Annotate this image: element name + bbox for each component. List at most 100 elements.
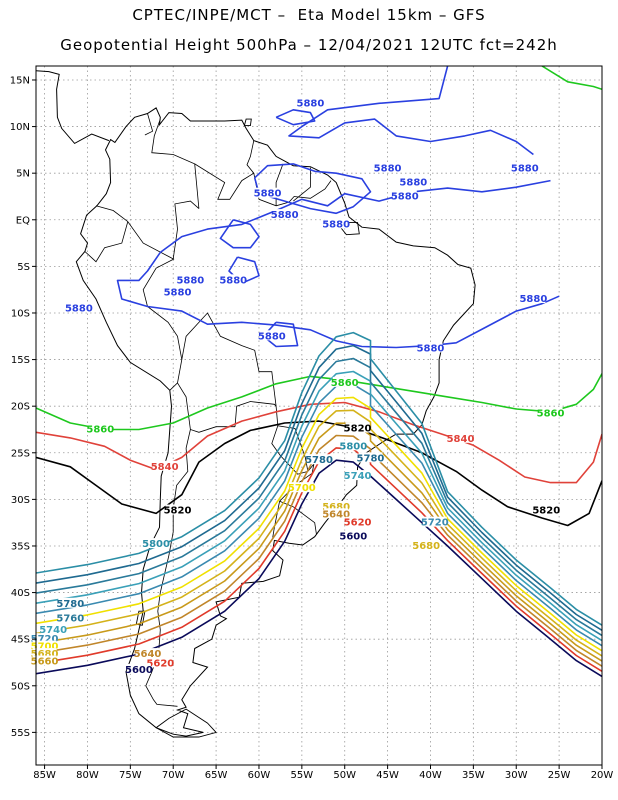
contour-label: 5880 [219,275,247,286]
contour-label: 5680 [322,502,350,513]
contour-label-bg [32,655,57,666]
contour-label-bg [259,330,284,341]
lon-tick-label: 25W [548,770,571,781]
map-frame [35,65,603,766]
contour-label-bg [135,648,160,659]
contour-label-bg [448,432,473,443]
contour-line-5800 [36,331,602,626]
lat-tick-label: 55S [11,728,30,739]
contour-label-bg [418,342,443,353]
contour-label-bg [126,663,151,674]
contour-label-bg [32,633,57,644]
contour-label: 5740 [344,471,372,482]
contour-label-bg [332,376,357,387]
contour-label: 5720 [31,634,59,645]
lat-tick-label: 50S [11,681,30,692]
country-border [293,167,311,202]
contour-lines [36,66,602,678]
coastlines-and-borders [36,70,476,738]
contour-line-5880 [288,66,534,156]
contour-label: 5880 [258,331,286,342]
contour-label: 5880 [391,191,419,202]
contour-label: 5760 [56,614,84,625]
country-border [279,500,317,534]
contour-label-bg [534,504,559,515]
contour-line-5880 [253,163,372,215]
lon-tick-label: 75W [119,770,142,781]
chart-title: CPTEC/INPE/MCT – Eta Model 15km – GFS [132,6,486,24]
contour-label: 5600 [125,665,153,676]
contour-line-5860 [541,66,602,91]
contour-label: 5840 [447,434,475,445]
contour-label: 5640 [322,509,350,520]
contour-label: 5880 [417,343,445,354]
contour-label-bg [165,504,190,515]
contour-label-bg [512,162,537,173]
contour-label: 5860 [537,409,565,420]
country-border [84,221,129,263]
contour-label-bg [307,454,331,465]
lat-tick-label: 5S [17,262,30,273]
contour-label-bg [165,286,190,297]
country-border [144,113,154,136]
lat-tick-label: 10N [10,122,30,133]
contour-label: 5880 [399,178,427,189]
contour-label: 5840 [151,462,179,473]
contour-label-bg [178,274,203,285]
contour-label: 5860 [331,378,359,389]
contour-label: 5880 [176,275,204,286]
lon-tick-label: 40W [419,770,442,781]
contour-label-bg [221,274,246,285]
contour-line-5740 [36,370,602,642]
lat-tick-label: 40S [11,588,30,599]
contour-label: 5700 [31,642,59,653]
contour-line-5760 [36,357,602,637]
axis-ticks: 85W 80W 75W 70W 65W 60W 55W 50W 45W 40W 35W 30W 25W 2… [10,75,614,781]
island-outline [243,118,252,127]
contour-label-bg [401,176,426,187]
island-outline [135,610,146,626]
lat-tick-label: 5N [16,169,30,180]
contour-label-bg [272,209,297,220]
contour-line-5780 [36,344,602,631]
contour-label-bg [144,538,169,549]
contour-label-bg [324,508,349,519]
country-border [172,200,200,259]
contour-label-bg [324,500,349,511]
contour-label-bg [422,516,447,527]
lon-tick-label: 85W [33,770,56,781]
contour-label: 5740 [39,625,67,636]
contour-label-bg [32,648,57,659]
contour-label: 5860 [86,424,114,435]
contour-label: 5620 [146,658,174,669]
country-border [177,382,235,433]
contour-label: 5660 [31,657,59,668]
contour-line-5700 [36,396,602,652]
contour-label-bg [324,218,349,229]
contour-label: 5800 [142,539,170,550]
contour-label-bg [414,539,439,550]
country-border [181,312,277,407]
contour-label-bg [152,460,177,471]
lon-tick-label: 80W [76,770,99,781]
lon-tick-label: 30W [505,770,528,781]
contour-label: 5600 [339,532,367,543]
contour-label: 5880 [519,294,547,305]
contour-label: 5880 [374,164,402,175]
lat-tick-label: EQ [16,215,30,226]
contour-label-bg [58,612,83,623]
contour-label: 5780 [357,453,385,464]
contour-label: 5880 [271,210,299,221]
contour-label-bg [521,293,546,303]
contour-label-bg [255,187,280,198]
lon-tick-label: 60W [248,770,271,781]
lat-tick-label: 25S [11,448,30,459]
lat-tick-label: 15N [10,75,30,86]
contour-label: 5880 [164,287,192,298]
contour-label: 5820 [164,506,192,517]
country-border [151,118,200,209]
contour-label-bg [392,190,417,201]
lat-tick-label: 35S [11,541,30,552]
contour-label-bg [345,422,370,433]
